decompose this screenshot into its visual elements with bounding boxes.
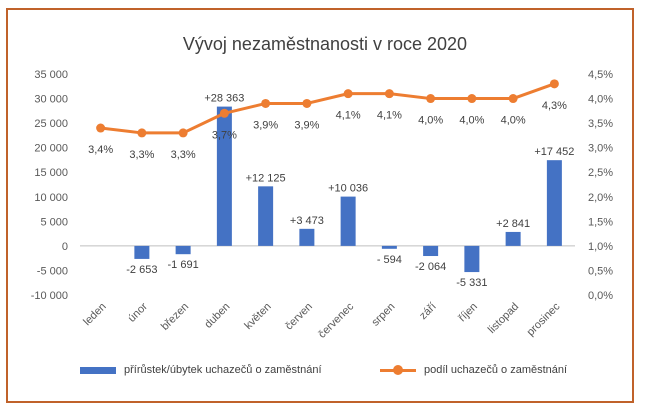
line-data-label: 3,9% — [253, 119, 278, 131]
line-data-label: 4,0% — [501, 115, 526, 127]
line-point — [96, 123, 106, 133]
legend-item-line: podíl uchazečů o zaměstnání — [380, 364, 567, 376]
bar — [134, 245, 150, 259]
bar-data-label: +17 452 — [534, 146, 574, 158]
line-data-label: 3,3% — [171, 149, 196, 161]
line-point — [178, 128, 188, 138]
line-data-label: 3,4% — [88, 144, 113, 156]
legend-item-bars: přírůstek/úbytek uchazečů o zaměstnání — [80, 364, 322, 376]
y-left-tick-label: 20 000 — [34, 143, 68, 155]
bar-data-label: +10 036 — [328, 183, 368, 195]
y-left-tick-label: 0 — [62, 241, 68, 253]
bar — [216, 106, 232, 246]
line-point — [343, 89, 353, 99]
line-data-label: 3,3% — [129, 149, 154, 161]
line-point — [137, 128, 147, 138]
line-data-label: 4,1% — [336, 110, 361, 122]
chart-legend: přírůstek/úbytek uchazečů o zaměstnání p… — [0, 364, 650, 384]
line-series — [100, 82, 555, 135]
y-left-tick-label: 35 000 — [34, 69, 68, 81]
bar — [423, 245, 439, 257]
y-right-tick-label: 0,5% — [588, 265, 613, 277]
x-tick-label: červenec — [316, 300, 356, 340]
bar — [381, 245, 397, 249]
line-point — [508, 94, 518, 104]
bar-data-label: - 594 — [377, 254, 402, 266]
y-right-tick-label: 1,0% — [588, 241, 613, 253]
line-point — [467, 94, 477, 104]
y-right-tick-label: 1,5% — [588, 216, 613, 228]
chart-title: Vývoj nezaměstnanosti v roce 2020 — [182, 34, 468, 54]
x-tick-label: červen — [283, 301, 315, 333]
y-right-tick-label: 4,0% — [588, 94, 613, 106]
line-point — [549, 79, 559, 89]
bar-data-label: +28 363 — [204, 93, 244, 105]
y-left-tick-label: 25 000 — [34, 118, 68, 130]
line-point — [261, 98, 271, 108]
x-tick-label: srpen — [370, 301, 398, 329]
line-point — [219, 108, 229, 118]
line-point — [302, 98, 312, 108]
legend-label-line: podíl uchazečů o zaměstnání — [424, 364, 568, 376]
y-right-tick-label: 3,0% — [588, 143, 613, 155]
legend-label-bars: přírůstek/úbytek uchazečů o zaměstnání — [124, 364, 322, 376]
x-tick-label: leden — [81, 301, 109, 329]
bar — [464, 245, 480, 273]
x-tick-label: listopad — [486, 301, 521, 336]
legend-line-swatch — [380, 364, 416, 375]
bar — [175, 245, 191, 255]
y-right-tick-label: 4,5% — [588, 69, 613, 81]
bar-data-label: -2 064 — [415, 261, 446, 273]
line-data-label: 4,0% — [418, 115, 443, 127]
y-left-tick-label: 30 000 — [34, 94, 68, 106]
y-right-tick-label: 3,5% — [588, 118, 613, 130]
bar-data-label: -2 653 — [126, 264, 157, 276]
line-point — [426, 94, 436, 104]
bar — [299, 228, 315, 246]
x-tick-label: březen — [159, 301, 191, 333]
x-tick-label: září — [417, 301, 438, 322]
y-right-tick-label: 2,0% — [588, 192, 613, 204]
line-data-label: 3,9% — [294, 119, 319, 131]
x-tick-label: květen — [242, 301, 273, 332]
bar — [340, 196, 356, 246]
x-tick-label: prosinec — [525, 300, 563, 338]
y-left-tick-label: 10 000 — [34, 192, 68, 204]
bar — [258, 186, 274, 246]
bar — [505, 231, 521, 246]
y-left-tick-label: 15 000 — [34, 167, 68, 179]
bar-data-label: +12 125 — [246, 172, 286, 184]
line-data-label: 4,3% — [542, 100, 567, 112]
line-data-label: 3,7% — [212, 129, 237, 141]
y-left-tick-label: -10 000 — [31, 290, 68, 302]
bar — [546, 160, 562, 246]
bar-data-label: -1 691 — [168, 259, 199, 271]
bar-data-label: -5 331 — [456, 277, 487, 289]
bar-data-label: +2 841 — [496, 218, 530, 230]
bar-data-label: +3 473 — [290, 215, 324, 227]
line-point — [384, 89, 394, 99]
line-data-label: 4,1% — [377, 110, 402, 122]
x-tick-label: říjen — [456, 301, 480, 325]
x-tick-label: únor — [126, 300, 150, 324]
line-data-label: 4,0% — [459, 115, 484, 127]
y-left-tick-label: 5 000 — [40, 216, 68, 228]
y-right-tick-label: 2,5% — [588, 167, 613, 179]
y-left-tick-label: -5 000 — [37, 265, 68, 277]
legend-bar-swatch — [80, 366, 116, 374]
y-right-tick-label: 0,0% — [588, 290, 613, 302]
x-tick-label: duben — [202, 301, 232, 331]
chart-frame — [6, 8, 634, 403]
